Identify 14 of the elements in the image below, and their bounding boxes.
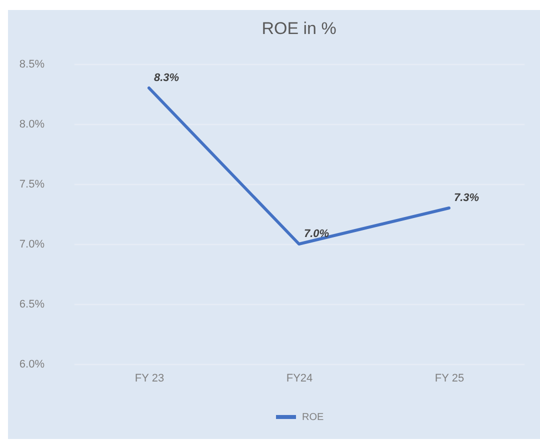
y-tick-label: 8.0% <box>19 118 45 130</box>
x-tick-label: FY 25 <box>434 372 464 384</box>
y-tick-label: 6.0% <box>19 358 45 370</box>
data-label: 7.0% <box>304 228 330 240</box>
y-tick-label: 7.5% <box>19 178 45 190</box>
legend-label: ROE <box>302 412 324 423</box>
x-tick-label: FY 23 <box>134 372 164 384</box>
data-label: 8.3% <box>154 72 180 84</box>
y-tick-label: 7.0% <box>19 238 45 250</box>
y-tick-label: 6.5% <box>19 298 45 310</box>
data-label: 7.3% <box>454 192 480 204</box>
x-tick-label: FY24 <box>286 372 313 384</box>
chart-title: ROE in % <box>262 19 336 38</box>
y-tick-label: 8.5% <box>19 58 45 70</box>
